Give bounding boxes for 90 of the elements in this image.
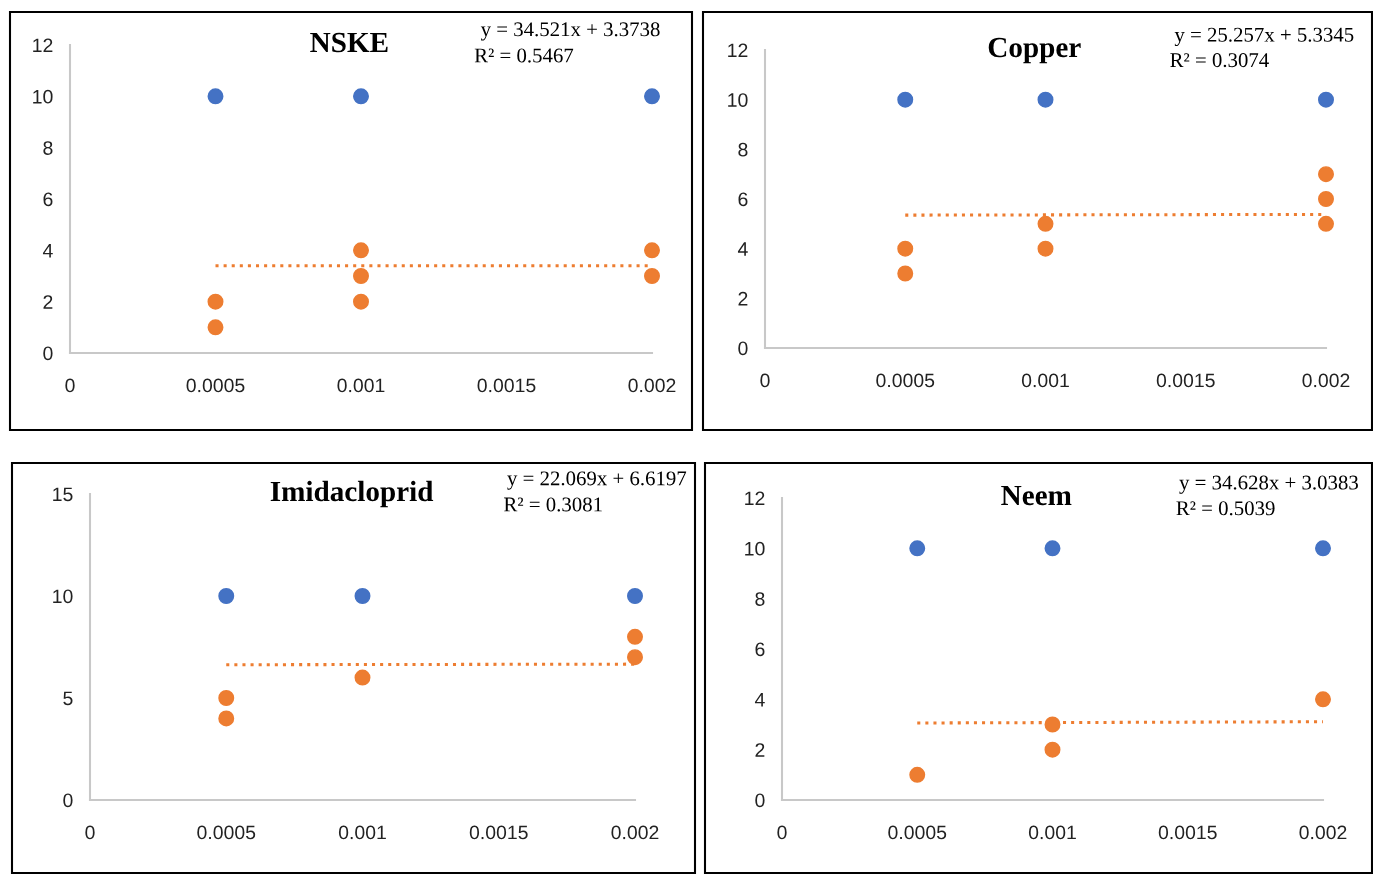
y-tick-label: 10 [33,89,53,104]
y-tick-label: 12 [33,38,53,53]
point [353,268,369,284]
annotation: R² = 0.3081 [504,497,602,512]
x-tick-label: 0.0015 [469,825,528,840]
y-tick-label: 0 [755,793,765,808]
x-tick-label: 0.001 [338,825,386,840]
chart-title: Copper [988,37,1081,64]
y-tick-label: 2 [738,291,748,306]
x-tick-label: 0 [85,825,95,840]
y-tick-label: 6 [755,642,765,657]
x-tick-label: 0.001 [337,378,385,393]
point [644,88,660,105]
point [627,628,643,645]
point [627,649,643,666]
y-tick-label: 12 [728,43,748,58]
y-tick-label: 0 [43,346,53,361]
point [1318,215,1334,232]
point [644,268,660,284]
y-tick-label: 5 [63,691,73,706]
y-tick-label: 2 [43,295,53,309]
point [353,88,369,105]
y-tick-label: 10 [745,541,765,556]
point [1318,166,1334,183]
point [897,91,914,108]
point [897,265,914,282]
y-tick-label: 8 [43,141,53,155]
chart-title: NSKE [310,32,388,53]
text: y = 34.521x + 3.3738 [480,22,660,41]
point [1044,716,1061,733]
point [354,588,371,604]
y-tick-label: 6 [43,192,53,207]
point [1044,741,1061,758]
x-tick-label: 0.002 [1302,373,1350,388]
x-tick-label: 0.0015 [1156,373,1215,388]
y-tick-label: 4 [737,242,748,256]
chart-title: Imidacloprid [270,480,434,508]
x-tick-label: 0.001 [1028,825,1076,840]
point [354,669,371,686]
y-tick-label: 2 [755,743,765,757]
annotation: R² = 0.3074 [1170,53,1269,68]
x-tick-label: 0.002 [611,825,659,840]
point [207,293,224,310]
x-tick-label: 0 [777,825,787,840]
point [207,88,224,105]
text: y = 25.257x + 5.3345 [1174,27,1354,47]
point [644,242,660,259]
annotation: R² = 0.5039 [1176,501,1275,516]
x-tick-label: 0.0005 [888,825,947,840]
point [353,293,369,310]
point [218,690,235,706]
x-tick-label: 0.0005 [197,825,256,840]
point [218,710,235,727]
point [1315,691,1331,708]
point [1315,540,1331,557]
x-tick-label: 0.0015 [477,378,536,393]
x-tick-label: 0.0005 [186,378,245,393]
y-tick-label: 10 [53,589,73,604]
y-tick-label: 0 [63,793,73,808]
y-tick-label: 15 [53,487,73,502]
point [1318,91,1334,108]
x-tick-label: 0.002 [628,378,676,393]
point [1037,91,1054,108]
x-tick-label: 0.002 [1299,825,1347,840]
point [207,319,224,336]
point [627,588,643,604]
point [897,240,914,257]
point [218,588,235,604]
point [1318,191,1334,207]
x-tick-label: 0.001 [1021,373,1069,388]
point [909,540,926,557]
point [909,766,926,783]
point [1037,240,1054,257]
point [353,242,369,259]
y-tick-label: 12 [745,491,765,506]
y-tick-label: 6 [738,192,748,207]
text: y = 34.628x + 3.0383 [1179,475,1358,494]
annotation: R² = 0.5467 [474,48,574,63]
y-tick-label: 4 [42,244,53,258]
y-tick-label: 10 [728,93,748,107]
y-tick-label: 8 [738,142,748,157]
text: y = 22.069x + 6.6197 [507,471,687,490]
point [1044,540,1061,557]
point [1037,215,1054,232]
y-tick-label: 8 [755,592,765,606]
chart-title: Neem [1001,485,1072,506]
y-tick-label: 0 [738,341,748,356]
x-tick-label: 0.0005 [876,373,935,388]
x-tick-label: 0.0015 [1158,825,1217,840]
y-tick-label: 4 [754,693,765,707]
